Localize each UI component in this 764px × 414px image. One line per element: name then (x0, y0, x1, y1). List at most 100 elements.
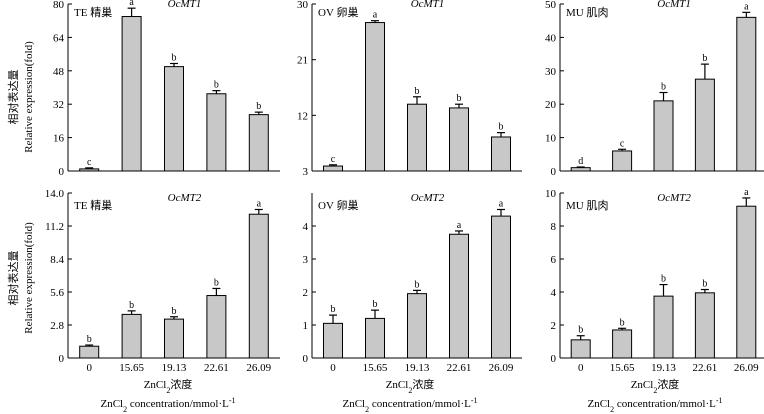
y-tick-label: 48 (53, 66, 65, 78)
significance-label: b (661, 274, 666, 285)
x-axis-labels-col-1: ZnCl2浓度 ZnCl2 concentration/mmol·L-1 (100, 377, 235, 414)
y-tick-label: 10 (545, 133, 557, 145)
y-tick-label: 0 (551, 166, 557, 178)
y-tick-label: 2.8 (50, 320, 64, 332)
panel-label: MU 肌肉 (566, 199, 608, 212)
significance-label: b (578, 325, 583, 336)
x-axis-label-en: ZnCl2 concentration/mmol·L-1 (342, 396, 477, 414)
y-tick-label: 4 (551, 287, 557, 299)
significance-label: a (744, 187, 749, 198)
significance-label: c (331, 154, 336, 165)
y-tick-label: 80 (53, 0, 65, 11)
x-axis-label-cn: ZnCl2浓度 (386, 377, 435, 395)
panel-label: OV 卵巢 (318, 199, 358, 212)
y-tick-label: 10 (545, 188, 557, 200)
bar (121, 313, 142, 359)
significance-label: a (499, 199, 504, 210)
gene-label: OcMT2 (657, 192, 691, 204)
y-axis-label-bottom: 相对表达量 Relative expression(fold) (6, 222, 35, 334)
y-tick-label: 2 (551, 320, 557, 332)
significance-label: b (415, 86, 420, 97)
bar (736, 205, 757, 359)
y-tick-label: 64 (53, 32, 65, 44)
significance-label: b (373, 299, 378, 310)
y-axis-label-top: 相对表达量 Relative expression(fold) (6, 41, 35, 153)
significance-label: a (373, 10, 378, 21)
panel-label: MU 肌肉 (566, 6, 608, 19)
significance-label: b (620, 317, 625, 328)
x-axis-labels-col-3: ZnCl2浓度 ZnCl2 concentration/mmol·L-1 (587, 377, 722, 414)
x-tick-label: 22.61 (447, 362, 472, 374)
bar (491, 136, 511, 172)
y-axis-label-en: Relative expression(fold) (23, 41, 35, 153)
bar (248, 213, 269, 359)
bar (694, 292, 715, 359)
chart-panel: 0 1 2 3 4 OV 卵巢 OcMT2 b 0 b 15.65 b 19.13 a 22.61 a 26.0… (303, 192, 522, 374)
bar (653, 100, 674, 172)
significance-label: b (129, 300, 134, 311)
y-tick-label: 40 (545, 32, 557, 44)
bar (407, 103, 427, 172)
bar (248, 114, 269, 172)
bar (79, 168, 100, 172)
gene-label: OcMT1 (168, 0, 202, 10)
significance-label: b (415, 279, 420, 290)
bar (449, 107, 469, 172)
significance-label: c (87, 157, 92, 168)
bar (407, 293, 427, 359)
x-tick-label: 19.13 (162, 362, 187, 374)
panel-label: OV 卵巢 (318, 6, 358, 19)
significance-label: b (256, 101, 261, 112)
x-tick-label: 19.13 (651, 362, 676, 374)
bar (491, 215, 511, 359)
significance-label: b (87, 334, 92, 345)
chart-panel: 0 16 32 48 64 80 TE 精巢 OcMT1 c a b b b (53, 0, 280, 178)
bar (570, 167, 591, 172)
chart-panel: 0 10 20 30 40 50 MU 肌肉 OcMT1 d c b b a (545, 0, 764, 178)
y-tick-label: 0 (551, 353, 557, 365)
y-tick-label: 2 (303, 287, 309, 299)
chart-panel: 0 2.8 5.6 8.4 11.2 14.0 TE 精巢 OcMT2 b 0 b 15.65 b 19.… (45, 188, 280, 374)
significance-label: b (457, 93, 462, 104)
significance-label: b (702, 53, 707, 64)
y-axis-label-cn: 相对表达量 (6, 251, 20, 306)
x-tick-label: 19.13 (405, 362, 430, 374)
y-tick-label: 16 (53, 133, 65, 145)
y-axis-label-cn: 相对表达量 (6, 70, 20, 125)
bar (449, 233, 469, 359)
y-tick-label: 3 (303, 254, 309, 266)
significance-label: a (129, 0, 134, 8)
y-tick-label: 8.4 (50, 254, 64, 266)
significance-label: b (499, 122, 504, 133)
y-tick-label: 12 (297, 110, 308, 122)
bar (164, 66, 184, 172)
y-tick-label: 5.6 (50, 287, 64, 299)
x-tick-label: 0 (330, 362, 336, 374)
y-tick-label: 30 (297, 0, 309, 11)
significance-label: b (661, 82, 666, 93)
significance-label: b (172, 306, 177, 317)
bar (736, 16, 757, 172)
significance-label: b (172, 52, 177, 63)
x-tick-label: 15.65 (610, 362, 635, 374)
panel-label: TE 精巢 (74, 199, 112, 212)
bar (323, 165, 343, 172)
x-tick-label: 15.65 (363, 362, 388, 374)
significance-label: b (702, 279, 707, 290)
significance-label: a (257, 199, 262, 210)
bar (612, 150, 633, 172)
y-tick-label: 6 (551, 254, 557, 266)
x-axis-labels-col-2: ZnCl2浓度 ZnCl2 concentration/mmol·L-1 (342, 377, 477, 414)
y-tick-label: 0 (59, 353, 65, 365)
bar (121, 16, 142, 172)
x-tick-label: 26.09 (246, 362, 271, 374)
x-tick-label: 0 (86, 362, 92, 374)
y-tick-label: 11.2 (45, 221, 64, 233)
bar (206, 93, 227, 172)
y-axis-label-en: Relative expression(fold) (23, 222, 35, 334)
bar (79, 345, 100, 359)
y-tick-label: 21 (297, 55, 308, 67)
bar (206, 295, 227, 359)
